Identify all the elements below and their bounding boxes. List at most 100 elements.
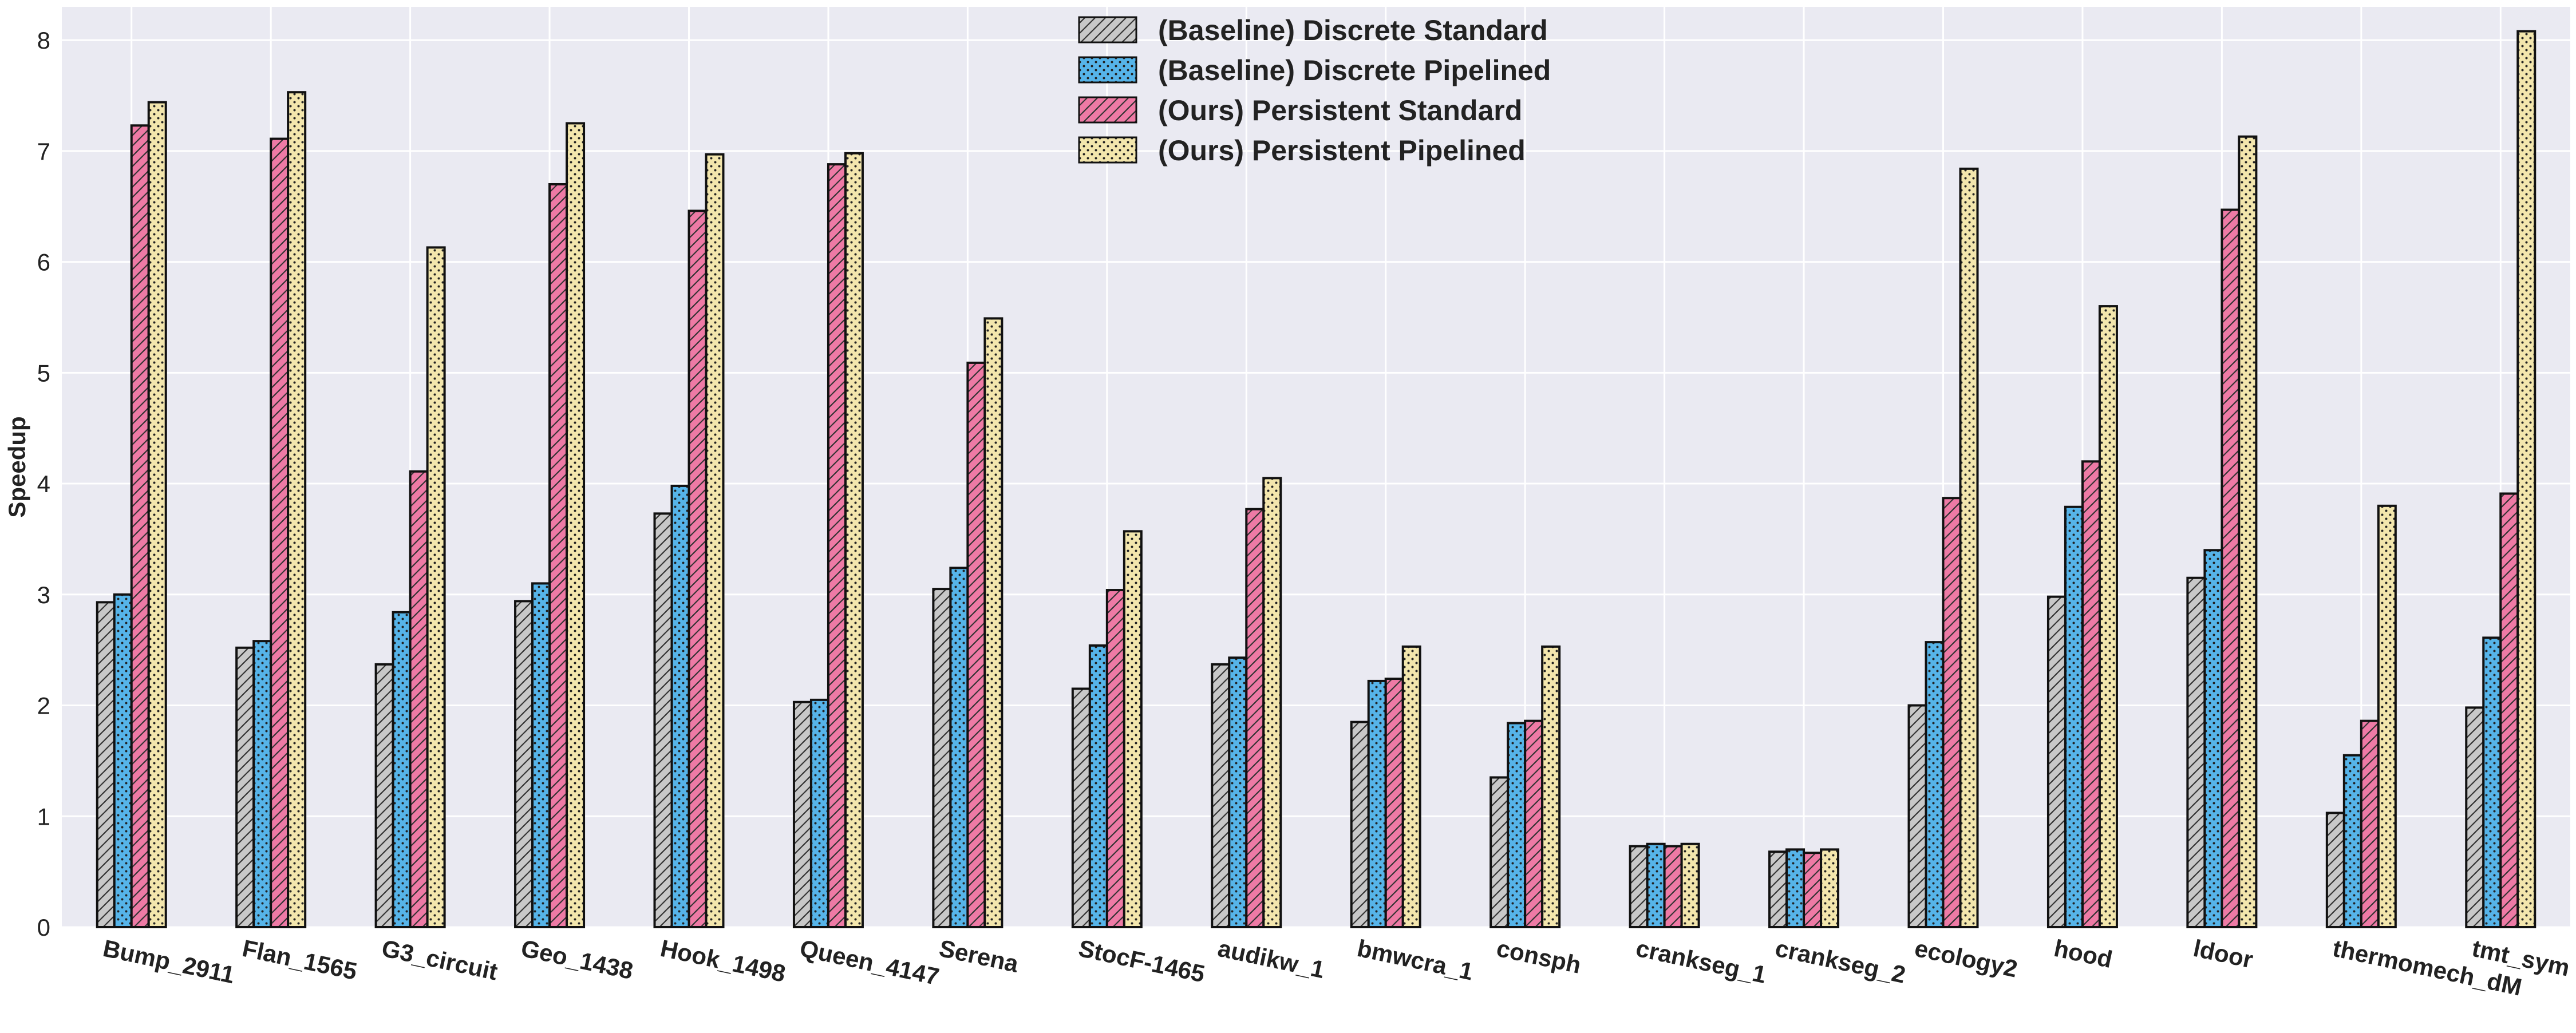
legend-label: (Ours) Persistent Standard — [1158, 94, 1522, 126]
bar — [1211, 663, 1231, 928]
bar — [2377, 504, 2397, 928]
bar — [1384, 678, 1404, 928]
bar — [670, 484, 690, 928]
bar-series — [113, 484, 2502, 929]
y-tick-label: 6 — [37, 249, 50, 276]
y-tick-label: 0 — [37, 914, 50, 941]
bar — [1907, 704, 1927, 929]
bar — [1646, 842, 1666, 929]
bar — [96, 601, 116, 928]
bar — [1768, 850, 1788, 929]
bar — [844, 152, 864, 929]
bar — [2499, 492, 2519, 928]
x-tick-label: Flan_1565 — [240, 935, 359, 985]
bar — [287, 91, 307, 928]
bar — [2325, 812, 2345, 928]
bar — [514, 600, 534, 929]
legend-item: (Baseline) Discrete Pipelined — [1078, 54, 1551, 86]
legend-label: (Baseline) Discrete Pipelined — [1158, 54, 1551, 86]
bar — [1803, 852, 1823, 929]
bar — [130, 124, 150, 928]
bar — [1367, 679, 1387, 928]
x-tick-label: bmwcra_1 — [1355, 935, 1476, 985]
bar — [1663, 845, 1683, 928]
bar — [2465, 706, 2485, 928]
bar — [392, 611, 412, 928]
x-tick-label: hood — [2052, 935, 2115, 973]
bar — [1350, 721, 1370, 928]
y-tick-label: 8 — [37, 27, 50, 54]
bar — [688, 209, 708, 928]
x-tick-label: audikw_1 — [1215, 935, 1327, 983]
y-tick-label: 4 — [37, 470, 50, 497]
bar — [1680, 842, 1700, 929]
legend-item: (Baseline) Discrete Standard — [1078, 14, 1548, 46]
bar — [2098, 305, 2118, 928]
bar-series — [130, 124, 2519, 929]
bar — [1524, 719, 1544, 928]
legend-label: (Ours) Persistent Pipelined — [1158, 134, 1526, 167]
y-tick-label: 2 — [37, 692, 50, 719]
bar — [409, 470, 429, 928]
y-tick-label: 3 — [37, 581, 50, 608]
bar — [1123, 530, 1143, 928]
x-tick-label: Geo_1438 — [519, 935, 635, 984]
legend-label: (Baseline) Discrete Standard — [1158, 14, 1548, 46]
bar — [1490, 776, 1510, 929]
y-tick-label: 1 — [37, 803, 50, 830]
x-tick-label: G3_circuit — [380, 935, 500, 985]
x-tick-label: consph — [1494, 935, 1583, 979]
x-tick-label: Queen_4147 — [797, 935, 942, 990]
legend-item: (Ours) Persistent Pipelined — [1078, 134, 1526, 167]
bar — [2516, 30, 2537, 928]
x-tick-label: ecology2 — [1913, 935, 2020, 983]
bar — [932, 588, 952, 928]
bar — [2064, 505, 2084, 928]
bar — [705, 153, 725, 928]
bar — [2342, 754, 2362, 928]
bar — [1088, 644, 1108, 928]
bar — [1071, 687, 1091, 928]
bar — [2482, 636, 2502, 928]
bar — [2360, 719, 2380, 928]
plot-area — [62, 7, 2570, 927]
bar — [1541, 645, 1561, 928]
bar — [809, 698, 829, 928]
x-tick-label: StocF-1465 — [1076, 935, 1207, 988]
bar — [2186, 576, 2206, 928]
bar — [1629, 845, 1649, 928]
legend-swatch-pattern — [1078, 56, 1137, 84]
bar — [792, 700, 812, 928]
bar-series — [147, 30, 2537, 929]
x-tick-label: crankseg_1 — [1634, 935, 1769, 988]
bar — [1262, 477, 1282, 928]
y-tick-label: 7 — [37, 138, 50, 165]
bar — [147, 101, 167, 928]
bar — [1401, 645, 1421, 928]
bar — [566, 122, 586, 929]
bar — [1959, 167, 1979, 928]
bar — [1507, 722, 1527, 928]
bar — [2221, 208, 2241, 929]
bar — [827, 163, 847, 928]
legend-item: (Ours) Persistent Standard — [1078, 94, 1522, 126]
bar — [949, 567, 969, 928]
bar — [653, 512, 673, 928]
legend-swatch-pattern — [1078, 16, 1137, 43]
bar — [270, 137, 290, 929]
bar — [1785, 848, 1805, 928]
bar — [1925, 641, 1945, 928]
x-tick-label: crankseg_2 — [1773, 935, 1908, 988]
bar — [966, 361, 986, 928]
bar — [113, 593, 133, 928]
bar — [235, 646, 255, 928]
bar — [1228, 656, 1248, 929]
x-tick-label: Bump_2911 — [101, 935, 237, 989]
bar — [1245, 508, 1265, 928]
bar — [2238, 135, 2258, 928]
legend-swatch-pattern — [1078, 96, 1137, 124]
bar — [426, 246, 446, 929]
bar-series — [96, 512, 2485, 929]
